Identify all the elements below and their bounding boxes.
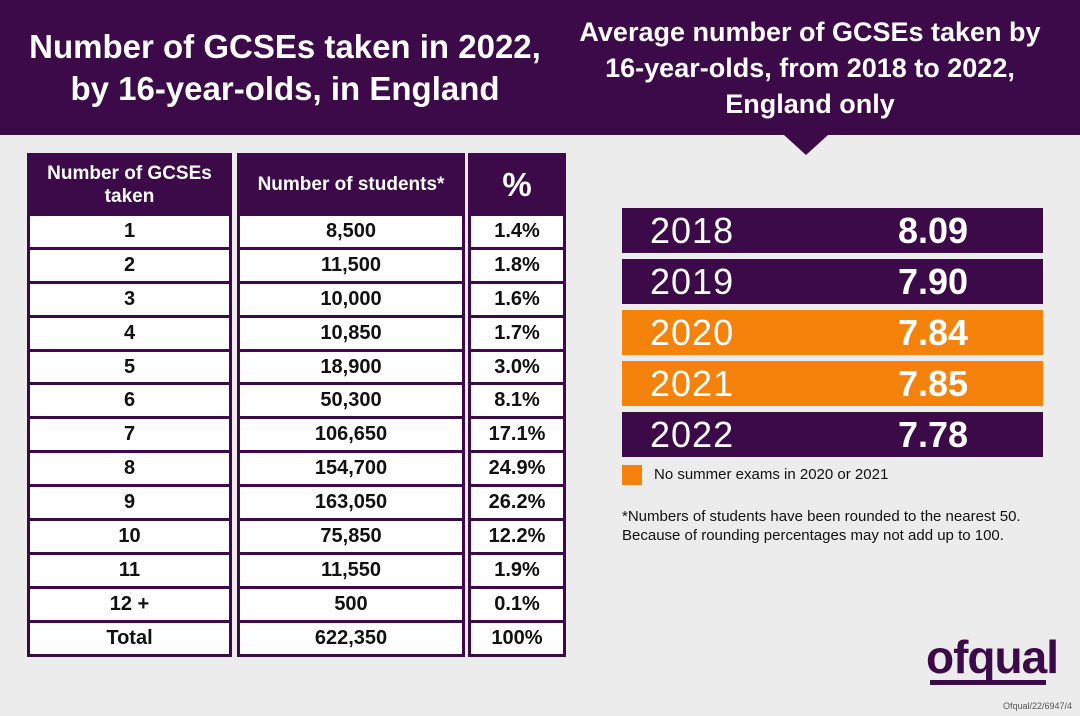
table-cell: 622,350: [240, 622, 462, 654]
average-row: 2021 7.85: [622, 361, 1043, 406]
header-pointer: [784, 135, 828, 155]
column-header: Number of GCSEs taken: [47, 162, 212, 207]
average-row: 2020 7.84: [622, 310, 1043, 355]
table-cell: 3.0%: [471, 351, 563, 383]
year-label: 2021: [650, 362, 735, 404]
year-label: 2022: [650, 413, 735, 455]
left-title-line1: Number of GCSEs taken in 2022,: [29, 28, 541, 65]
table-cell: 8,500: [240, 216, 462, 247]
average-value: 7.78: [898, 413, 969, 455]
left-title: Number of GCSEs taken in 2022, by 16-yea…: [20, 26, 550, 110]
right-title-line1: Average number of GCSEs taken by: [579, 17, 1041, 47]
table-cell: 500: [240, 588, 462, 620]
table-cell: 10,850: [240, 317, 462, 349]
average-value: 7.90: [898, 260, 969, 302]
average-row: 2019 7.90: [622, 259, 1043, 304]
table-cell: 8.1%: [471, 385, 563, 417]
table-cell: 4: [30, 317, 229, 349]
table-cell: 75,850: [240, 521, 462, 552]
table-cell: 11: [30, 554, 229, 586]
table-cell: 9: [30, 487, 229, 519]
year-label: 2019: [650, 260, 735, 302]
table-cell: 12.2%: [471, 521, 563, 552]
table-cell: 1.7%: [471, 317, 563, 349]
table-cell: 3: [30, 283, 229, 315]
table-cell: 1: [30, 216, 229, 247]
table-cell: 50,300: [240, 385, 462, 417]
average-value: 8.09: [898, 209, 969, 251]
table-cell: 6: [30, 385, 229, 417]
header-banner: [0, 0, 1080, 135]
table-cell: 1.6%: [471, 283, 563, 315]
table-cell: 8: [30, 453, 229, 485]
col-percent: % 1.4% 1.8% 1.6% 1.7% 3.0% 8.1% 17.1% 24.9% 26.2%…: [468, 153, 566, 657]
table-cell: 18,900: [240, 351, 462, 383]
table-cell: 12 +: [30, 588, 229, 620]
table-cell: Total: [30, 622, 229, 654]
column-header: Number of students*: [257, 174, 445, 195]
table-cell: 1.4%: [471, 216, 563, 247]
table-cell: 100%: [471, 622, 563, 654]
reference-code: Ofqual/22/6947/4: [1002, 701, 1072, 711]
table-cell: 5: [30, 351, 229, 383]
table-cell: 163,050: [240, 487, 462, 519]
right-title-line2: 16-year-olds, from 2018 to 2022,: [605, 53, 1015, 83]
right-title-line3: England only: [725, 89, 895, 119]
col-students: Number of students* 8,500 11,500 10,000 10,8…: [237, 153, 465, 657]
table-cell: 1.9%: [471, 554, 563, 586]
table-cell: 11,550: [240, 554, 462, 586]
table-cell: 10: [30, 521, 229, 552]
average-row: 2022 7.78: [622, 412, 1043, 457]
table-cell: 2: [30, 249, 229, 281]
year-label: 2018: [650, 209, 735, 251]
legend-text: No summer exams in 2020 or 2021: [654, 466, 889, 483]
footnote: *Numbers of students have been rounded t…: [622, 508, 1021, 544]
legend-swatch: [622, 465, 642, 485]
average-value: 7.84: [898, 311, 969, 353]
table-cell: 10,000: [240, 283, 462, 315]
table-cell: 7: [30, 419, 229, 451]
table-cell: 1.8%: [471, 249, 563, 281]
column-header: %: [502, 166, 532, 203]
right-title: Average number of GCSEs taken by 16-year…: [565, 14, 1055, 122]
table-cell: 17.1%: [471, 419, 563, 451]
left-title-line2: by 16-year-olds, in England: [70, 70, 500, 107]
logo-underline: [930, 680, 1046, 685]
table-cell: 154,700: [240, 453, 462, 485]
table-cell: 24.9%: [471, 453, 563, 485]
table-cell: 26.2%: [471, 487, 563, 519]
average-value: 7.85: [898, 362, 969, 404]
table-cell: 11,500: [240, 249, 462, 281]
table-cell: 0.1%: [471, 588, 563, 620]
table-cell: 106,650: [240, 419, 462, 451]
ofqual-logo: ofqual: [926, 631, 1059, 683]
col-gcses: Number of GCSEs taken 1 2 3 4 5 6 7 8 9 10 11 12 + To…: [27, 153, 232, 657]
year-label: 2020: [650, 311, 735, 353]
average-row: 2018 8.09: [622, 208, 1043, 253]
